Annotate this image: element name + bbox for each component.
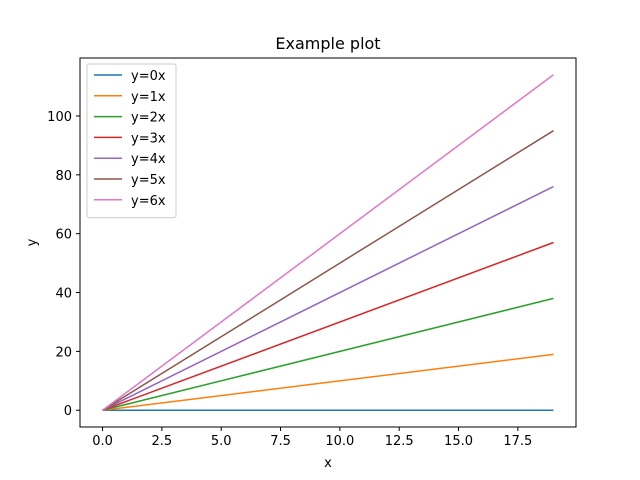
chart-title: Example plot bbox=[275, 34, 380, 53]
x-tick-label: 17.5 bbox=[503, 434, 532, 449]
series-line-6 bbox=[102, 74, 554, 411]
legend: y=0x y=1x y=2x y=3x y=4x y=5x y=6x bbox=[86, 63, 177, 219]
series-line-3 bbox=[102, 241, 554, 411]
plot-frame bbox=[79, 57, 577, 428]
legend-label: y=5x bbox=[131, 173, 166, 188]
legend-label: y=4x bbox=[131, 152, 166, 167]
series-line-5 bbox=[102, 130, 554, 411]
legend-label: y=1x bbox=[131, 90, 166, 105]
y-tick-label: 80 bbox=[55, 169, 72, 184]
legend-label: y=6x bbox=[131, 194, 166, 209]
legend-label: y=0x bbox=[131, 69, 166, 84]
y-axis-label: y bbox=[25, 238, 40, 246]
x-tick-label: 0.0 bbox=[92, 434, 113, 449]
y-tick-label: 100 bbox=[47, 110, 72, 125]
series-line-4 bbox=[102, 185, 554, 411]
x-tick-label: 5.0 bbox=[211, 434, 232, 449]
series-line-2 bbox=[102, 297, 554, 411]
y-axis: 0 20 40 60 80 100 bbox=[47, 110, 80, 419]
legend-label: y=2x bbox=[131, 111, 166, 126]
x-tick-label: 7.5 bbox=[270, 434, 291, 449]
series-line-1 bbox=[102, 353, 554, 411]
x-axis-label: x bbox=[324, 456, 332, 471]
x-tick-label: 2.5 bbox=[152, 434, 173, 449]
x-tick-label: 10.0 bbox=[325, 434, 354, 449]
x-tick-label: 15.0 bbox=[444, 434, 473, 449]
series-layer bbox=[102, 74, 554, 411]
y-tick-label: 60 bbox=[55, 228, 72, 243]
x-tick-label: 12.5 bbox=[385, 434, 414, 449]
legend-label: y=3x bbox=[131, 131, 166, 146]
y-tick-label: 40 bbox=[55, 287, 72, 302]
x-axis: 0.0 2.5 5.0 7.5 10.0 12.5 15.0 17.5 bbox=[92, 427, 532, 449]
y-tick-label: 0 bbox=[64, 404, 72, 419]
y-tick-label: 20 bbox=[55, 345, 72, 360]
